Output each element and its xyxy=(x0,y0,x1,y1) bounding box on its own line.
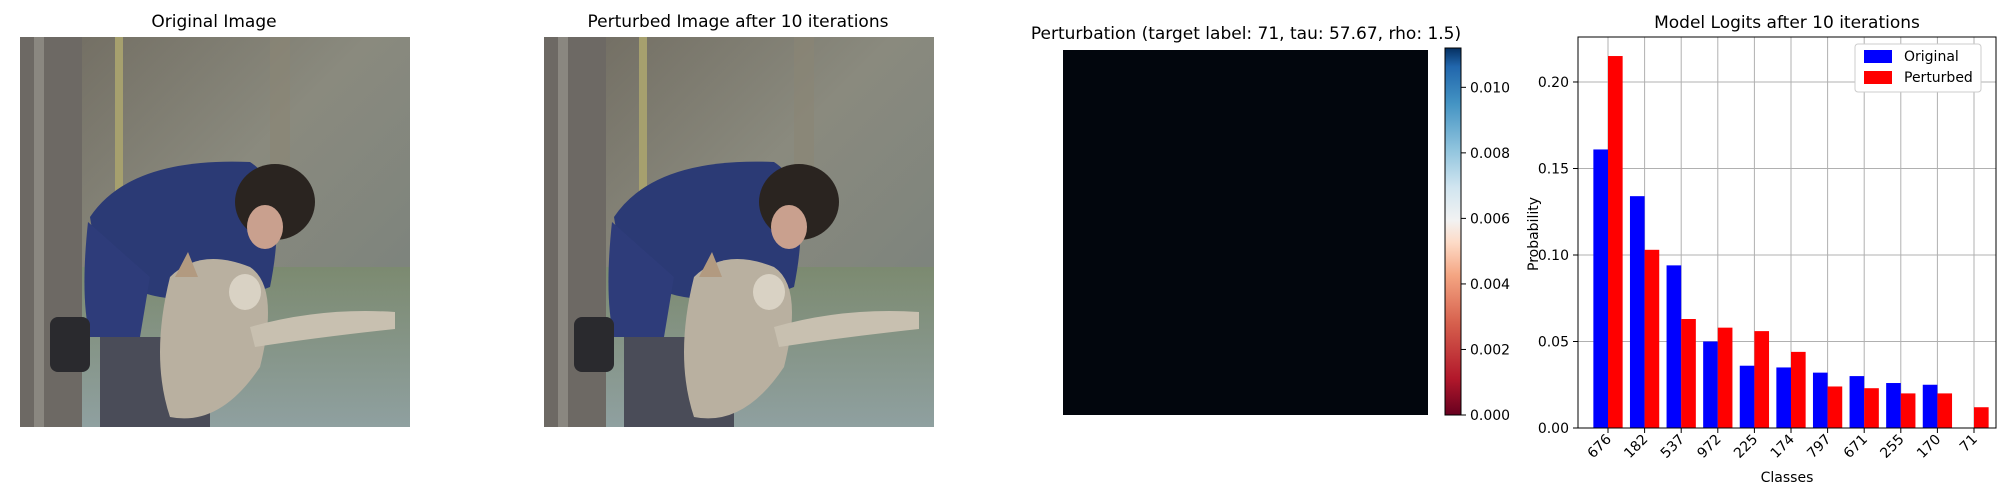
bar-perturbed-972 xyxy=(1717,327,1733,428)
x-tick-label: 170 xyxy=(1914,432,1944,462)
legend-swatch-original xyxy=(1864,50,1892,63)
colorbar-ticks: 0.000 0.002 0.004 0.006 0.008 0.010 xyxy=(1461,80,1510,424)
x-tick-label: 182 xyxy=(1621,432,1651,462)
y-tick-label: 0.20 xyxy=(1538,75,1569,91)
y-axis-label: Probability xyxy=(1526,197,1542,271)
chart-bars xyxy=(1593,56,1989,428)
y-tick-label: 0.05 xyxy=(1538,334,1569,350)
x-axis-label: Classes xyxy=(1761,470,1814,486)
bar-original-972 xyxy=(1703,341,1718,428)
x-tick-label: 797 xyxy=(1804,432,1834,462)
perturbation-heatmap xyxy=(1063,50,1428,415)
bar-original-797 xyxy=(1812,372,1828,428)
bar-perturbed-537 xyxy=(1681,319,1696,428)
bar-original-537 xyxy=(1666,265,1682,428)
x-tick-label: 71 xyxy=(1957,432,1981,456)
legend: Original Perturbed xyxy=(1854,43,1982,93)
x-tick-label: 225 xyxy=(1731,432,1761,462)
colorbar xyxy=(1444,47,1462,416)
x-tick-label: 671 xyxy=(1841,432,1871,462)
bar-perturbed-676 xyxy=(1608,56,1623,428)
photo-dog-and-person xyxy=(544,37,934,427)
colorbar-tick-label: 0.006 xyxy=(1470,211,1510,227)
bar-perturbed-71 xyxy=(1974,407,1989,428)
x-tick-label: 255 xyxy=(1877,432,1907,462)
bar-original-174 xyxy=(1776,367,1791,428)
y-tick-label: 0.10 xyxy=(1538,248,1569,264)
bar-perturbed-170 xyxy=(1937,393,1953,428)
bar-original-170 xyxy=(1922,384,1938,428)
x-tick-label: 972 xyxy=(1694,432,1724,462)
bar-perturbed-797 xyxy=(1827,386,1843,428)
bar-original-182 xyxy=(1629,196,1645,428)
bar-perturbed-182 xyxy=(1644,249,1660,428)
colorbar-tick-label: 0.008 xyxy=(1470,146,1510,162)
original-image xyxy=(20,37,410,427)
chart-title: Model Logits after 10 iterations xyxy=(1654,13,1920,33)
bar-original-676 xyxy=(1593,149,1608,428)
colorbar-tick-label: 0.002 xyxy=(1470,342,1510,358)
x-tick-label: 537 xyxy=(1658,432,1688,462)
perturbed-image-title: Perturbed Image after 10 iterations xyxy=(587,12,889,32)
photo-dog-and-person xyxy=(20,37,410,427)
bar-perturbed-174 xyxy=(1791,351,1806,428)
legend-label-original: Original xyxy=(1904,49,1959,65)
bar-original-225 xyxy=(1739,365,1755,428)
legend-label-perturbed: Perturbed xyxy=(1904,70,1973,86)
y-tick-label: 0.15 xyxy=(1538,161,1569,177)
bar-original-255 xyxy=(1886,383,1901,428)
bar-perturbed-671 xyxy=(1864,388,1879,428)
bar-perturbed-225 xyxy=(1754,331,1770,428)
x-tick-label: 174 xyxy=(1768,431,1798,461)
x-tick-label: 676 xyxy=(1585,431,1615,461)
colorbar-tick-label: 0.004 xyxy=(1470,277,1510,293)
perturbed-image xyxy=(544,37,934,427)
legend-swatch-perturbed xyxy=(1864,71,1892,84)
bar-original-671 xyxy=(1849,376,1865,428)
colorbar-tick-label: 0.000 xyxy=(1470,408,1510,424)
perturbation-title: Perturbation (target label: 71, tau: 57.… xyxy=(1030,24,1462,44)
bar-perturbed-255 xyxy=(1900,393,1916,428)
y-tick-label: 0.00 xyxy=(1538,421,1569,437)
colorbar-tick-label: 0.010 xyxy=(1470,80,1510,96)
original-image-title: Original Image xyxy=(151,12,277,32)
plot-frame xyxy=(1577,36,1997,429)
